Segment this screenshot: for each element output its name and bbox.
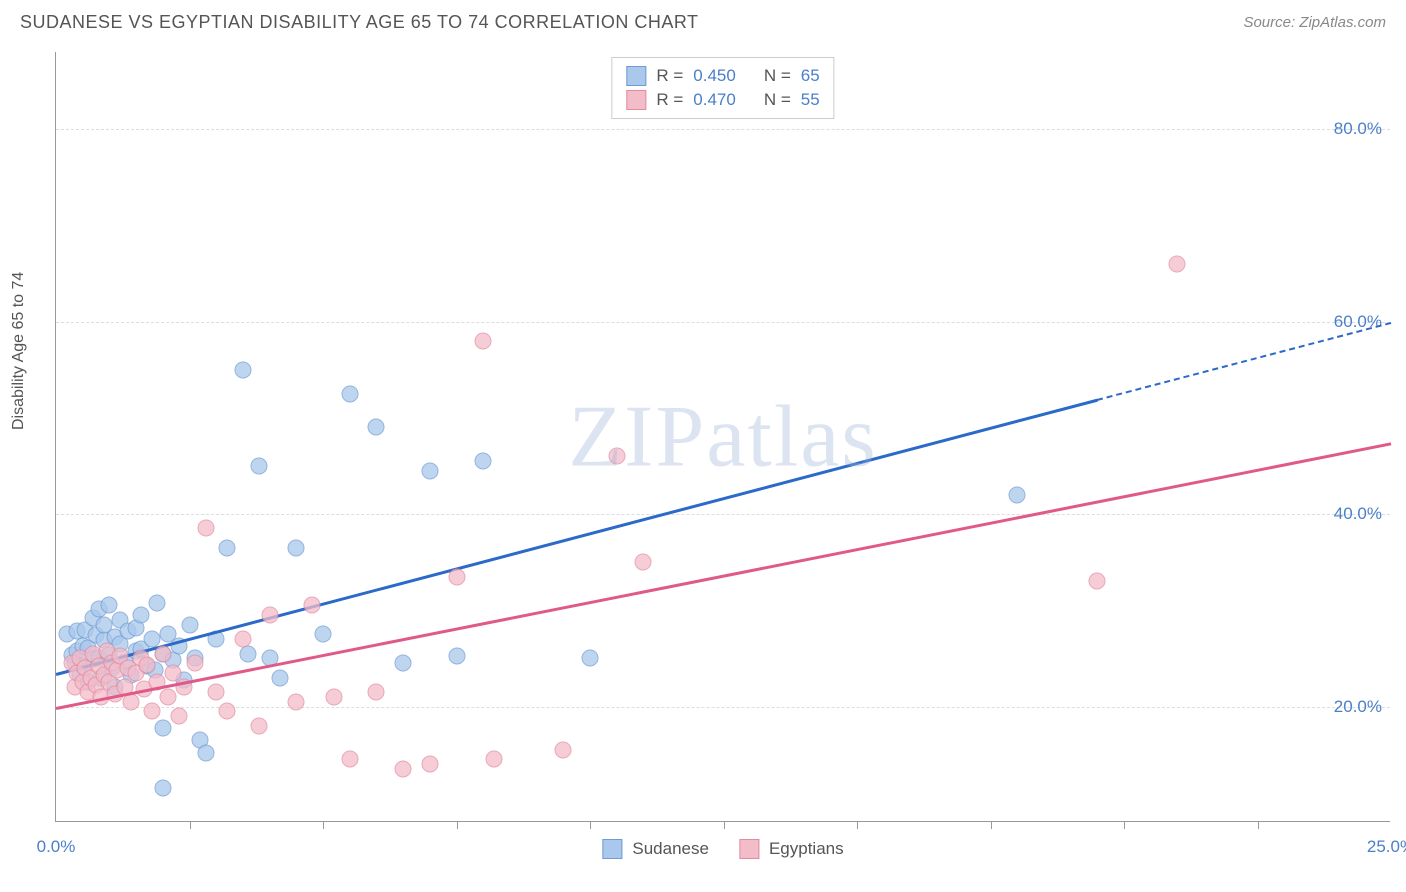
trend-line [56, 399, 1098, 676]
scatter-point [138, 657, 155, 674]
r-value: 0.470 [693, 90, 736, 110]
scatter-point [250, 457, 267, 474]
y-tick-label: 40.0% [1334, 504, 1382, 524]
scatter-point [288, 693, 305, 710]
scatter-point [144, 703, 161, 720]
n-label: N = [764, 66, 791, 86]
x-tick [724, 821, 725, 829]
scatter-point [154, 719, 171, 736]
scatter-point [170, 708, 187, 725]
legend-label: Egyptians [769, 839, 844, 859]
n-value: 55 [801, 90, 820, 110]
scatter-point [395, 761, 412, 778]
n-label: N = [764, 90, 791, 110]
x-tick-label: 25.0% [1367, 837, 1406, 857]
scatter-point [197, 744, 214, 761]
gridline [56, 129, 1390, 130]
chart-title: SUDANESE VS EGYPTIAN DISABILITY AGE 65 T… [20, 12, 699, 33]
scatter-point [133, 607, 150, 624]
watermark-text: ZIPatlas [568, 386, 877, 487]
legend-swatch [739, 839, 759, 859]
scatter-point [315, 626, 332, 643]
legend-item: Egyptians [739, 839, 844, 859]
x-tick [323, 821, 324, 829]
scatter-point [1009, 486, 1026, 503]
scatter-point [555, 741, 572, 758]
scatter-point [234, 361, 251, 378]
scatter-point [218, 703, 235, 720]
scatter-point [395, 655, 412, 672]
gridline [56, 707, 1390, 708]
y-tick-label: 60.0% [1334, 312, 1382, 332]
scatter-point [154, 645, 171, 662]
scatter-point [234, 631, 251, 648]
scatter-point [149, 594, 166, 611]
trend-line-extrapolated [1097, 322, 1391, 401]
legend-swatch [602, 839, 622, 859]
scatter-point [368, 684, 385, 701]
series-legend: Sudanese Egyptians [602, 839, 843, 859]
correlation-legend: R = 0.450 N = 65 R = 0.470 N = 55 [611, 57, 834, 119]
n-value: 65 [801, 66, 820, 86]
scatter-point [421, 462, 438, 479]
scatter-point [160, 688, 177, 705]
gridline [56, 514, 1390, 515]
y-tick-label: 20.0% [1334, 697, 1382, 717]
scatter-point [582, 650, 599, 667]
x-tick [857, 821, 858, 829]
scatter-point [272, 669, 289, 686]
x-tick [457, 821, 458, 829]
legend-row: R = 0.470 N = 55 [626, 88, 819, 112]
gridline [56, 322, 1390, 323]
x-tick [1258, 821, 1259, 829]
scatter-point [608, 448, 625, 465]
scatter-point [304, 597, 321, 614]
scatter-point [448, 568, 465, 585]
legend-swatch [626, 66, 646, 86]
scatter-point [181, 616, 198, 633]
scatter-chart: ZIPatlas R =0.450N =65R =0.470N =55 Suda… [55, 52, 1390, 822]
scatter-point [475, 453, 492, 470]
scatter-point [448, 648, 465, 665]
scatter-point [635, 554, 652, 571]
scatter-point [325, 688, 342, 705]
legend-item: Sudanese [602, 839, 709, 859]
x-tick [1124, 821, 1125, 829]
scatter-point [1089, 573, 1106, 590]
scatter-point [261, 607, 278, 624]
scatter-point [250, 717, 267, 734]
y-tick-label: 80.0% [1334, 119, 1382, 139]
scatter-point [197, 520, 214, 537]
legend-row: R = 0.450 N = 65 [626, 64, 819, 88]
scatter-point [475, 332, 492, 349]
scatter-point [218, 539, 235, 556]
scatter-point [288, 539, 305, 556]
r-value: 0.450 [693, 66, 736, 86]
r-label: R = [656, 66, 683, 86]
legend-swatch [626, 90, 646, 110]
scatter-point [341, 751, 358, 768]
scatter-point [485, 751, 502, 768]
scatter-point [341, 385, 358, 402]
x-tick [590, 821, 591, 829]
scatter-point [1169, 255, 1186, 272]
trend-line [56, 442, 1391, 709]
scatter-point [368, 419, 385, 436]
legend-label: Sudanese [632, 839, 709, 859]
scatter-point [186, 655, 203, 672]
scatter-point [208, 684, 225, 701]
source-label: Source: ZipAtlas.com [1243, 14, 1386, 31]
scatter-point [154, 780, 171, 797]
scatter-point [421, 756, 438, 773]
r-label: R = [656, 90, 683, 110]
x-tick [991, 821, 992, 829]
x-tick [190, 821, 191, 829]
x-tick-label: 0.0% [37, 837, 76, 857]
y-axis-label: Disability Age 65 to 74 [10, 272, 28, 430]
